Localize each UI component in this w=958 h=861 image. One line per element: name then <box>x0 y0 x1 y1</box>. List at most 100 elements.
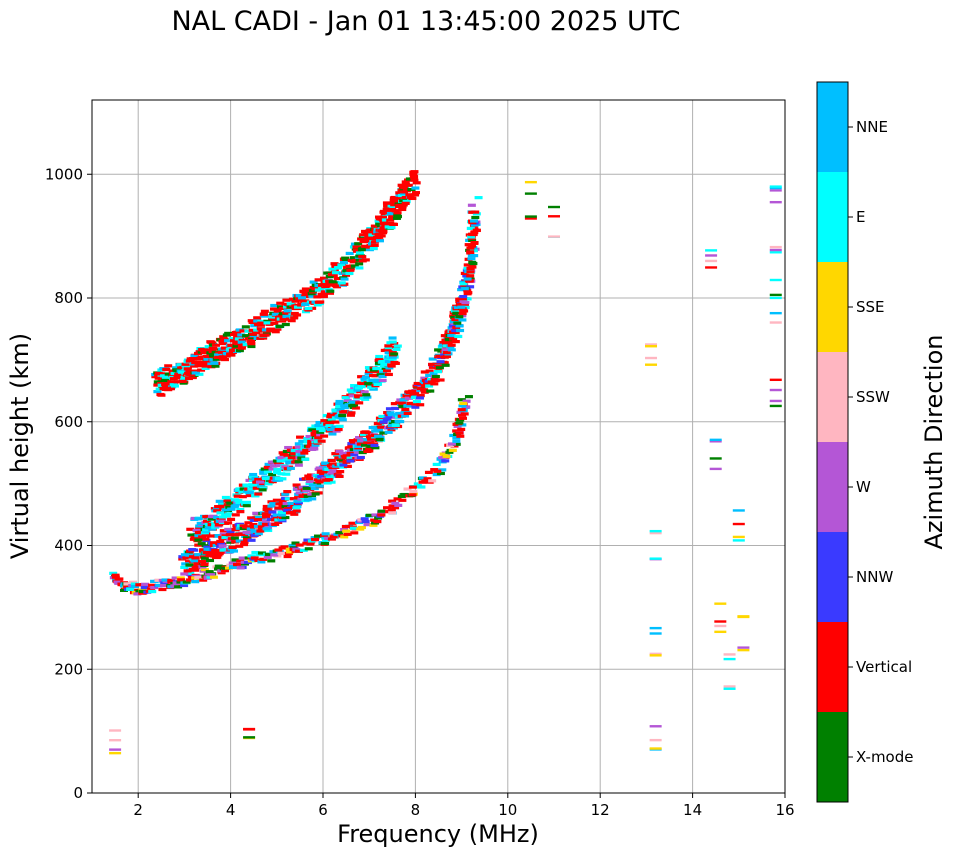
echo-mark <box>444 337 453 342</box>
echo-mark <box>260 467 269 471</box>
echo-mark <box>219 548 228 552</box>
echo-mark <box>723 657 736 661</box>
echo-mark <box>452 311 461 315</box>
echo-mark <box>247 516 256 520</box>
echo-mark <box>451 339 460 344</box>
echo-mark <box>357 381 366 385</box>
echo-mark <box>327 417 336 421</box>
echo-mark <box>335 401 344 406</box>
echo-mark <box>363 395 372 399</box>
colorbar-swatch <box>817 622 848 712</box>
echo-mark <box>345 271 354 276</box>
echo-mark <box>283 453 292 457</box>
echo-mark <box>249 472 258 477</box>
echo-mark <box>320 419 329 423</box>
echo-mark <box>205 570 214 574</box>
echo-mark <box>398 498 407 502</box>
echo-mark <box>466 246 475 250</box>
echo-mark <box>227 353 236 357</box>
echo-mark <box>181 562 190 566</box>
echo-mark <box>111 573 120 577</box>
echo-mark <box>329 469 338 473</box>
echo-mark <box>769 278 782 282</box>
echo-mark <box>458 297 467 301</box>
echo-mark <box>380 212 389 216</box>
echo-mark <box>218 515 227 519</box>
echo-mark <box>203 361 212 366</box>
echo-mark <box>349 256 358 260</box>
echo-mark <box>225 505 234 509</box>
echo-mark <box>133 592 142 596</box>
echo-mark <box>337 263 346 267</box>
echo-mark <box>233 494 242 498</box>
echo-mark <box>397 401 406 405</box>
echo-mark <box>354 395 363 399</box>
echo-mark <box>294 445 303 449</box>
echo-mark <box>386 211 395 216</box>
echo-mark <box>355 401 364 405</box>
echo-mark <box>468 244 477 248</box>
echo-mark <box>275 463 284 468</box>
echo-mark <box>334 265 343 270</box>
echo-mark <box>370 240 379 244</box>
echo-mark <box>224 521 233 525</box>
echo-mark <box>240 542 249 547</box>
echo-mark <box>367 437 376 441</box>
colorbar-tick-label: W <box>856 478 871 496</box>
echo-mark <box>435 354 444 358</box>
echo-mark <box>451 317 460 322</box>
echo-mark <box>313 478 322 482</box>
echo-mark <box>207 573 216 577</box>
echo-mark <box>468 238 477 243</box>
echo-mark <box>224 331 233 336</box>
echo-mark <box>249 332 258 336</box>
echo-mark <box>406 195 415 199</box>
echo-mark <box>277 513 286 517</box>
echo-mark <box>213 506 222 511</box>
echo-mark <box>454 334 463 339</box>
echo-mark <box>393 344 402 348</box>
echo-mark <box>365 245 374 249</box>
echo-mark <box>303 494 312 498</box>
echo-mark <box>404 183 413 187</box>
echo-mark <box>705 266 718 269</box>
echo-mark <box>411 191 420 195</box>
echo-mark <box>325 422 334 426</box>
echo-mark <box>456 434 465 438</box>
echo-mark <box>285 460 294 464</box>
echo-mark <box>391 423 400 427</box>
echo-mark <box>460 309 469 313</box>
echo-mark <box>224 339 233 343</box>
echo-mark <box>365 431 374 435</box>
echo-mark <box>257 319 266 324</box>
echo-mark <box>242 343 251 347</box>
colorbar-tick-label: SSE <box>856 298 885 316</box>
echo-mark <box>450 315 459 320</box>
echo-mark <box>298 494 307 498</box>
colorbar-swatch <box>817 82 848 172</box>
echo-mark <box>276 459 285 463</box>
echo-mark <box>294 463 303 467</box>
echo-mark <box>138 589 147 594</box>
echo-mark <box>222 333 231 337</box>
echo-mark <box>295 543 304 547</box>
echo-mark <box>411 193 420 197</box>
echo-mark <box>283 554 292 559</box>
echo-mark <box>449 330 458 334</box>
echo-mark <box>372 366 381 371</box>
echo-mark <box>401 407 410 412</box>
echo-mark <box>179 377 188 381</box>
echo-mark <box>362 375 371 379</box>
echo-mark <box>209 575 218 579</box>
echo-mark <box>421 479 430 483</box>
echo-mark <box>276 301 285 305</box>
echo-mark <box>186 527 195 531</box>
echo-mark <box>259 312 268 316</box>
echo-mark <box>231 513 240 517</box>
echo-mark <box>327 413 336 418</box>
echo-mark <box>470 254 479 258</box>
echo-mark <box>452 442 461 446</box>
echo-mark <box>472 228 481 232</box>
echo-mark <box>385 415 394 419</box>
marks-layer <box>109 170 782 755</box>
